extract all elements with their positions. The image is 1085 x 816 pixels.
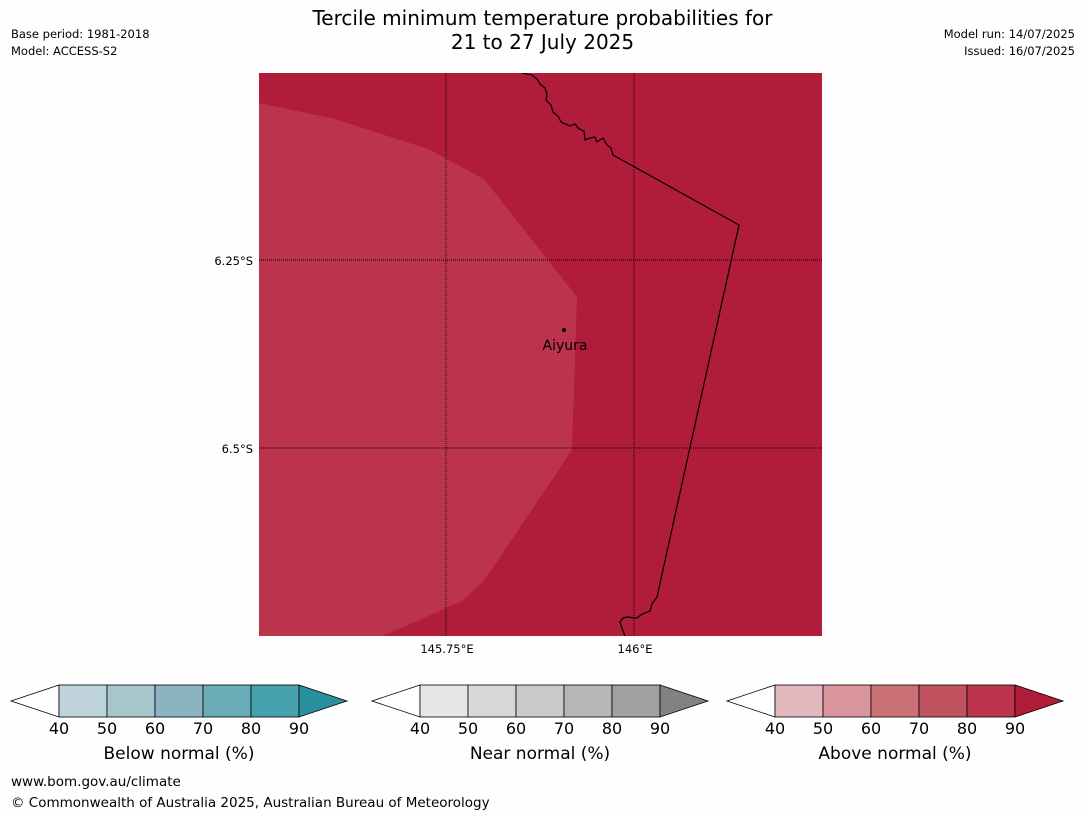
colorbar-0-lower-extension [9, 684, 60, 718]
colorbar-2-tick-1: 50 [812, 719, 834, 738]
map-area: Aiyura [259, 73, 822, 636]
colorbar-1-segment-1 [467, 684, 517, 718]
colorbar-0-segment-3 [202, 684, 252, 718]
model-run: Model run: 14/07/2025 [943, 27, 1075, 41]
colorbar-2-tick-3: 70 [908, 719, 930, 738]
border-line [521, 73, 740, 636]
lat-label-2: 6.5°S [222, 442, 253, 456]
colorbar-2-tick-4: 80 [956, 719, 978, 738]
colorbar-0-tick-5: 90 [288, 719, 310, 738]
colorbar-0-tick-0: 40 [48, 719, 70, 738]
colorbar-2-upper-extension [1014, 684, 1065, 718]
colorbar-1-segment-0 [419, 684, 469, 718]
colorbar-2-label: Above normal (%) [818, 744, 972, 764]
colorbar-0-tick-2: 60 [144, 719, 166, 738]
town-label: Aiyura [543, 338, 588, 354]
colorbar-2-segment-1 [822, 684, 872, 718]
colorbar-0-tick-3: 70 [192, 719, 214, 738]
colorbar-0-segment-4 [250, 684, 300, 718]
colorbar-0-upper-extension [298, 684, 349, 718]
map-title: Tercile minimum temperature probabilitie… [0, 6, 1085, 54]
colorbar-2-segment-2 [870, 684, 920, 718]
colorbar-2-tick-0: 40 [764, 719, 786, 738]
colorbar-2-segment-4 [966, 684, 1016, 718]
town-marker [562, 328, 566, 332]
issued-date: Issued: 16/07/2025 [964, 44, 1075, 58]
region-above-70-80 [259, 103, 577, 636]
colorbar-1-upper-extension [659, 684, 710, 718]
colorbar-1-segment-2 [515, 684, 565, 718]
title-line-2: 21 to 27 July 2025 [450, 30, 635, 54]
colorbar-0-segment-0 [58, 684, 108, 718]
colorbar-2-lower-extension [725, 684, 776, 718]
model-name: Model: ACCESS-S2 [11, 44, 118, 58]
meta-left: Base period: 1981-2018 Model: ACCESS-S2 [11, 26, 150, 60]
lon-label-2: 146°E [618, 642, 653, 656]
colorbar-1-tick-4: 80 [601, 719, 623, 738]
meta-right: Model run: 14/07/2025 Issued: 16/07/2025 [944, 26, 1075, 60]
colorbar-2-segment-0 [774, 684, 824, 718]
colorbar-1-tick-2: 60 [505, 719, 527, 738]
colorbar-1-tick-5: 90 [649, 719, 671, 738]
colorbar-1-segment-4 [611, 684, 661, 718]
footer-copyright: © Commonwealth of Australia 2025, Austra… [11, 795, 490, 811]
lat-label-1: 6.25°S [214, 254, 253, 268]
colorbar-0-segment-1 [106, 684, 156, 718]
colorbar-1-lower-extension [370, 684, 421, 718]
title-line-1: Tercile minimum temperature probabilitie… [312, 6, 773, 30]
colorbar-0-tick-4: 80 [240, 719, 262, 738]
colorbar-0-tick-1: 50 [96, 719, 118, 738]
colorbar-0-segment-2 [154, 684, 204, 718]
colorbar-2-tick-2: 60 [860, 719, 882, 738]
colorbar-2-tick-5: 90 [1004, 719, 1026, 738]
colorbar-1-tick-0: 40 [409, 719, 431, 738]
colorbar-0-label: Below normal (%) [103, 744, 255, 764]
colorbar-1-segment-3 [563, 684, 613, 718]
colorbar-1-tick-1: 50 [457, 719, 479, 738]
lon-label-1: 145.75°E [420, 642, 473, 656]
footer-url: www.bom.gov.au/climate [11, 774, 181, 790]
colorbar-1-tick-3: 70 [553, 719, 575, 738]
base-period: Base period: 1981-2018 [11, 27, 150, 41]
colorbar-1-label: Near normal (%) [469, 744, 611, 764]
colorbar-group [9, 684, 1065, 718]
colorbar-2-segment-3 [918, 684, 968, 718]
